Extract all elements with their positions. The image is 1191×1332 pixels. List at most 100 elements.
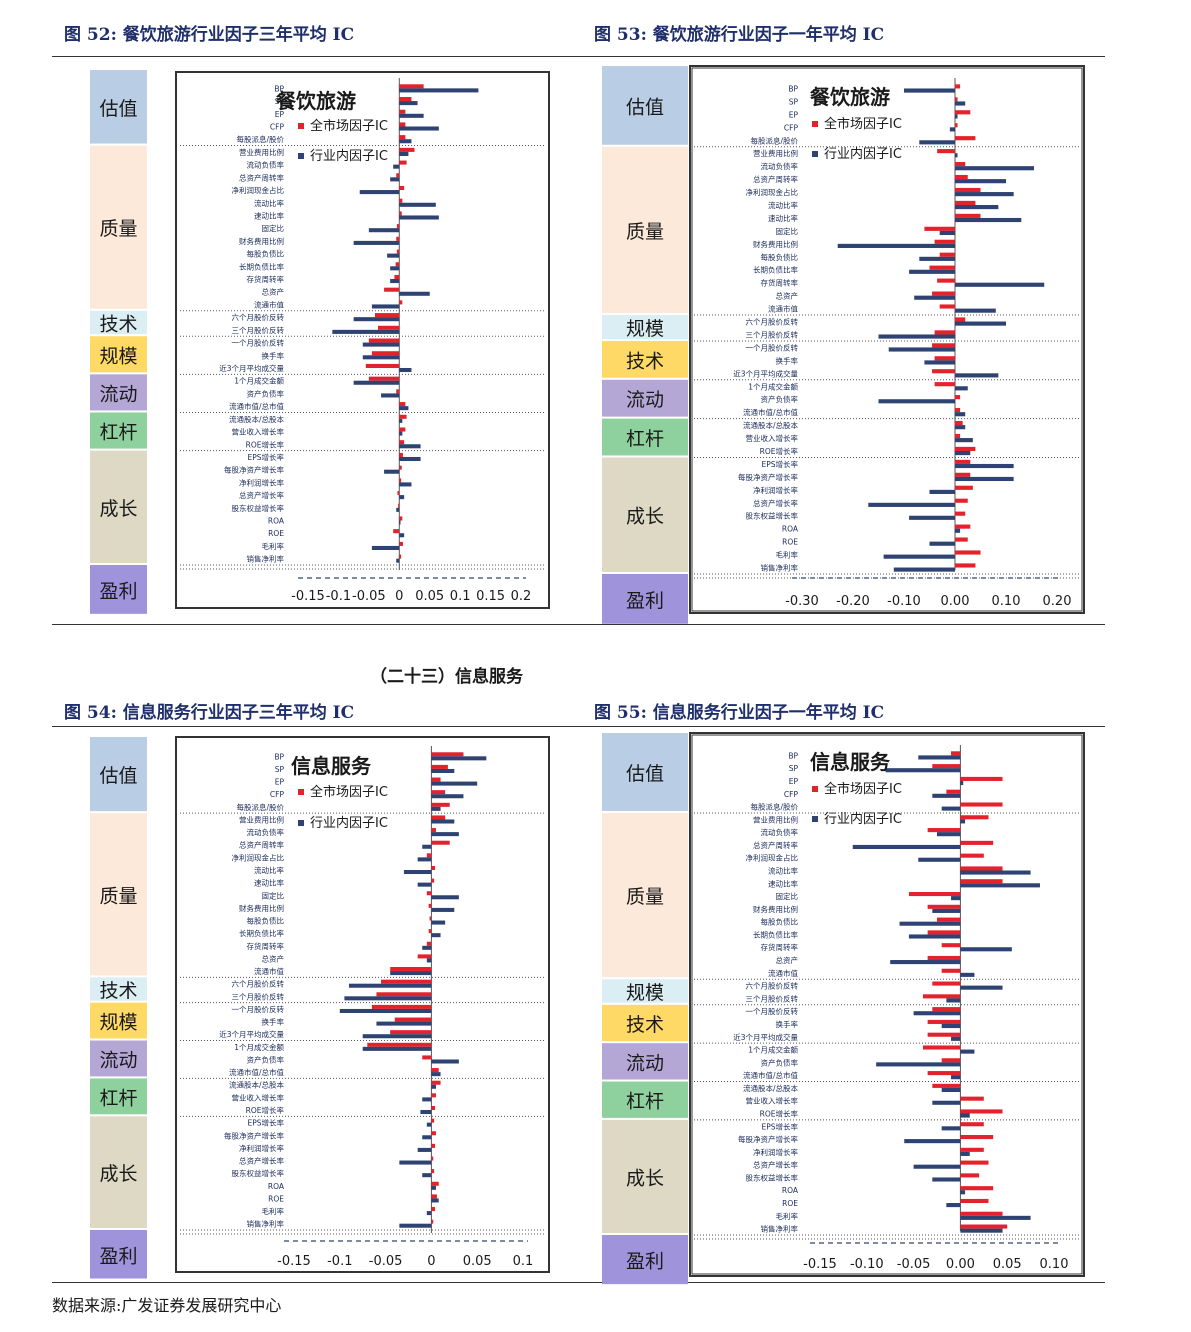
bar-industry xyxy=(883,554,955,559)
category-label: 流动比率 xyxy=(768,200,798,210)
group-5: 杠杆 xyxy=(602,1081,688,1118)
bar-market xyxy=(960,1134,994,1140)
bar-market xyxy=(399,198,403,203)
bar-industry xyxy=(426,1122,432,1127)
bar-market xyxy=(934,330,955,335)
x-tick-label: 0.10 xyxy=(1040,1257,1069,1272)
bar-industry xyxy=(431,920,446,925)
legend-label-market: 全市场因子IC xyxy=(310,118,388,134)
bar-industry xyxy=(399,202,436,207)
category-label: 近3个月平均成交量 xyxy=(219,1029,284,1039)
category-label: SP xyxy=(275,97,285,106)
bar-industry xyxy=(955,217,1022,223)
x-tick-label: -0.15 xyxy=(291,589,325,604)
category-label: 固定比 xyxy=(262,890,285,900)
bar-industry xyxy=(390,971,432,976)
bar-industry xyxy=(362,1046,432,1051)
bar-industry xyxy=(399,1160,432,1165)
figure-54-title: 图 54: 信息服务行业因子三年平均 IC xyxy=(64,703,355,723)
bar-industry xyxy=(955,282,1045,287)
group-box xyxy=(90,1078,147,1115)
group-label: 技术 xyxy=(626,1014,664,1036)
bar-market xyxy=(399,211,402,216)
bar-industry xyxy=(932,793,961,798)
category-label: 近3个月平均成交量 xyxy=(733,368,798,378)
category-label: 总资产增长率 xyxy=(239,490,284,500)
bar-market xyxy=(960,1173,980,1178)
bar-market xyxy=(939,252,955,257)
bar-industry xyxy=(431,895,459,900)
category-label: 每股净资产增长率 xyxy=(224,1130,284,1140)
bar-market xyxy=(399,84,424,89)
bar-industry xyxy=(403,870,432,875)
divider-top xyxy=(52,56,1105,57)
group-7: 盈利 xyxy=(90,1230,147,1279)
bar-market xyxy=(399,109,406,114)
bar-market xyxy=(431,802,450,807)
category-label: 三个月股价反转 xyxy=(746,329,799,339)
category-label: 流通股本/总股本 xyxy=(743,420,799,430)
group-label: 杠杆 xyxy=(99,1087,137,1109)
bar-market xyxy=(955,123,958,128)
bar-market xyxy=(431,1194,437,1199)
bar-market xyxy=(960,1147,984,1152)
bar-market xyxy=(927,1032,961,1037)
group-2: 规模 xyxy=(602,979,688,1004)
bar-market xyxy=(394,1017,432,1022)
bar-industry xyxy=(960,985,1003,990)
bar-market xyxy=(431,865,436,870)
bar-market xyxy=(955,395,961,400)
legend: 全市场因子IC 行业内因子IC xyxy=(812,781,902,827)
bar-industry xyxy=(399,431,403,436)
category-label: EP xyxy=(275,110,285,119)
bar-industry xyxy=(955,463,1014,469)
bar-industry xyxy=(431,794,464,799)
bar-industry xyxy=(955,528,961,533)
category-label: EPS增长率 xyxy=(247,452,284,462)
group-label: 流动 xyxy=(626,1052,664,1074)
bar-industry xyxy=(422,1173,432,1178)
group-0: 估值 xyxy=(602,733,688,811)
bar-industry xyxy=(913,1011,961,1016)
category-label: 营业费用比例 xyxy=(239,147,284,157)
group-3: 技术 xyxy=(602,340,688,378)
bar-market xyxy=(932,369,955,374)
category-label: 毛利率 xyxy=(262,541,285,551)
x-tick-label: 0 xyxy=(395,589,403,604)
bar-market xyxy=(955,200,976,205)
bar-industry xyxy=(951,1036,961,1041)
category-label: 1个月成交金额 xyxy=(234,1042,284,1052)
section-title: （二十三）信息服务 xyxy=(370,667,523,687)
bar-industry xyxy=(396,558,400,563)
plot-frame xyxy=(689,732,1085,1277)
group-label: 盈利 xyxy=(626,590,664,612)
category-label: 长期负债比率 xyxy=(239,261,284,271)
category-label: 速动比率 xyxy=(254,210,284,220)
category-label: CFP xyxy=(784,790,799,799)
bar-industry xyxy=(852,844,961,850)
x-tick-label: 0.1 xyxy=(450,589,471,604)
bar-market xyxy=(431,764,448,769)
bar-market xyxy=(371,351,400,356)
category-label: 资产负债率 xyxy=(247,388,285,398)
group-box xyxy=(90,737,147,812)
category-label: 近3个月平均成交量 xyxy=(733,1032,798,1042)
bar-industry xyxy=(399,215,439,220)
group-4: 流动 xyxy=(90,374,147,411)
category-label: ROE xyxy=(268,1194,284,1203)
chart-title: 信息服务 xyxy=(291,754,372,778)
group-1: 质量 xyxy=(90,145,147,309)
category-label: 毛利率 xyxy=(776,550,799,560)
bar-market xyxy=(399,516,403,521)
category-label: 流通市值 xyxy=(768,968,798,978)
legend-swatch-market xyxy=(298,123,304,129)
bar-industry xyxy=(941,806,961,811)
bar-market xyxy=(937,917,961,922)
category-label: 一个月股价反转 xyxy=(232,338,285,348)
category-label: 净利润增长率 xyxy=(753,1147,798,1157)
category-label: 总资产周转率 xyxy=(753,840,798,850)
category-label: 流通市值/总市值 xyxy=(229,401,285,411)
group-4: 流动 xyxy=(90,1040,147,1077)
